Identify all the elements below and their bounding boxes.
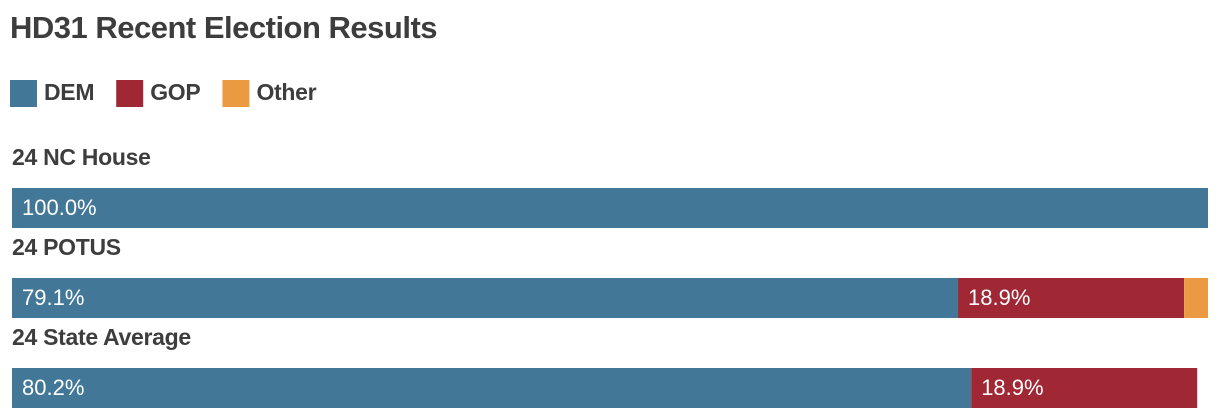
bar-value-label: 18.9% [981,375,1043,400]
bar-value-label: 100.0% [22,195,97,220]
bar-segment [12,368,972,408]
legend-label: Other [256,79,316,105]
legend-label: GOP [150,79,200,105]
bar-value-label: 18.9% [968,285,1030,310]
chart-title: HD31 Recent Election Results [10,10,437,45]
legend-swatch [222,80,250,107]
legend-swatch [116,80,144,107]
legend-label: DEM [44,79,94,105]
bar-segment [12,278,959,318]
bar-value-label: 80.2% [22,375,84,400]
bar-segment [971,368,1198,408]
category-label: 24 State Average [12,324,191,350]
bar-segment [1184,278,1208,318]
bar-value-label: 79.1% [22,285,84,310]
category-label: 24 POTUS [12,234,121,260]
bar-segment [958,278,1185,318]
legend-swatch [10,80,37,107]
category-label: 24 NC House [12,144,151,170]
bar-segment [12,188,1208,228]
